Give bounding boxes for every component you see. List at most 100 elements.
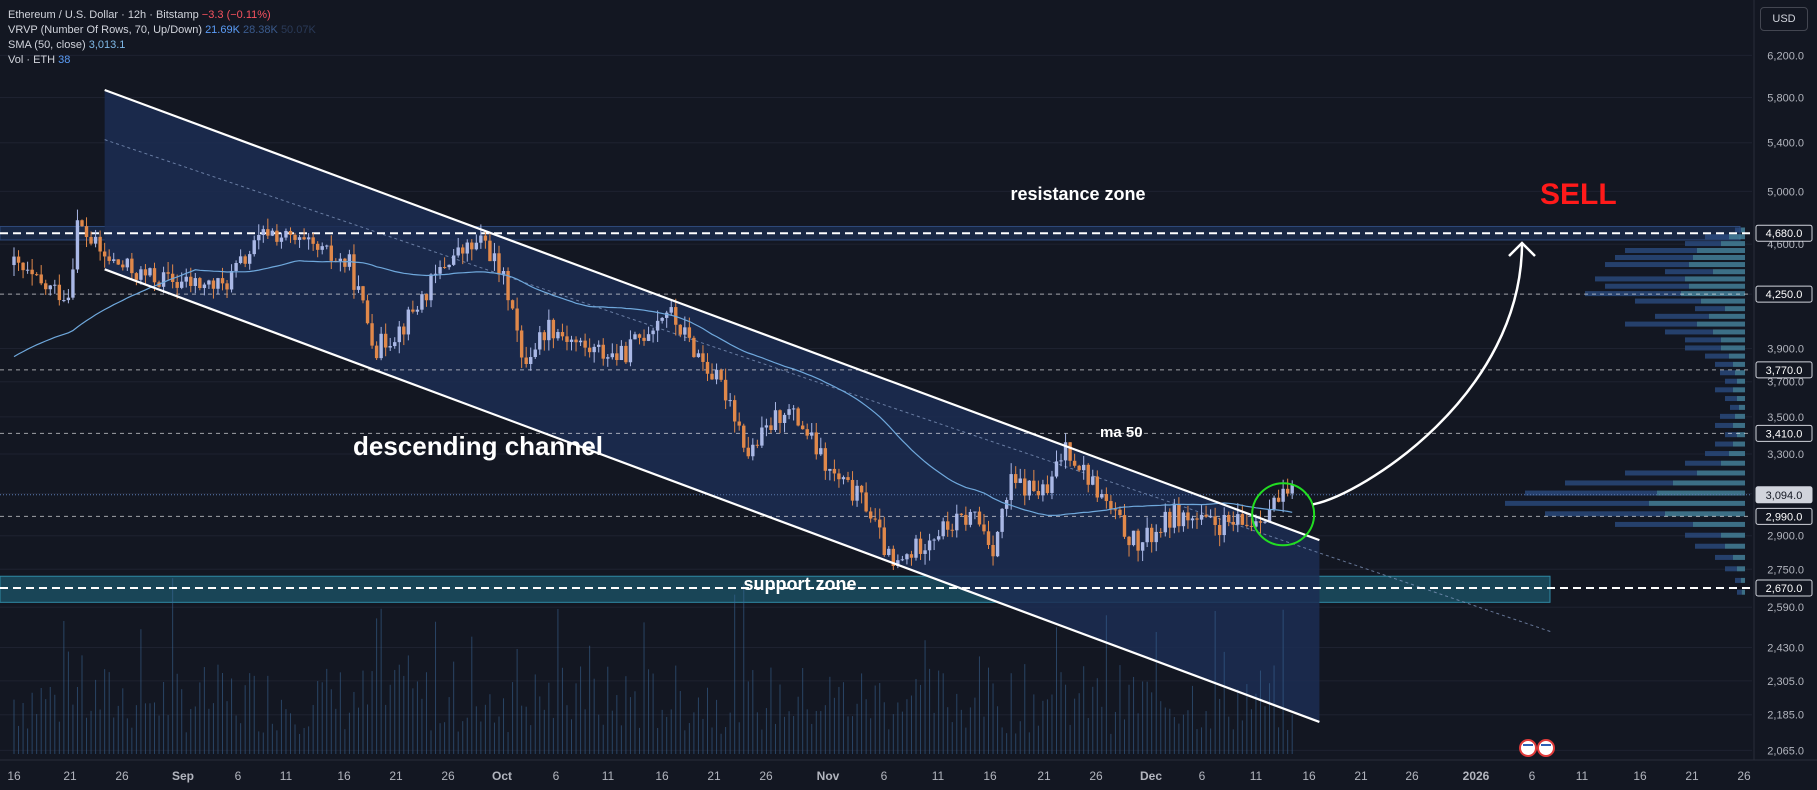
volume-profile-row-down — [1685, 241, 1721, 247]
price-marker-box[interactable] — [1755, 285, 1813, 303]
candle-down — [1095, 476, 1099, 498]
time-tick-label: 26 — [1737, 769, 1751, 783]
sma-50-line — [13, 260, 1293, 517]
volume-profile-row-down — [1685, 460, 1721, 466]
currency-button[interactable]: USD — [1760, 7, 1808, 31]
candle-up — [306, 237, 311, 240]
candle-down — [1159, 531, 1163, 533]
price-marker-box[interactable] — [1755, 486, 1813, 504]
candle-up — [1163, 511, 1167, 533]
time-tick-label: 21 — [1037, 769, 1051, 783]
price-tick-label: 2,900.0 — [1767, 531, 1804, 543]
time-tick-label: Oct — [492, 769, 512, 783]
price-tick-label: 5,400.0 — [1767, 138, 1804, 150]
volume-profile-row-down — [1615, 521, 1693, 527]
candle-down — [642, 337, 646, 341]
candle-down — [374, 345, 379, 359]
candle-up — [184, 276, 188, 282]
volume-profile-row-up — [1697, 470, 1745, 476]
time-tick-label: 26 — [1405, 769, 1419, 783]
candle-down — [102, 251, 107, 257]
candle-up — [556, 332, 560, 339]
candle-down — [510, 300, 515, 309]
legend-vol-row[interactable]: Vol · ETH 38 — [8, 53, 316, 68]
time-tick-label: 2026 — [1463, 769, 1490, 783]
legend-sma-row[interactable]: SMA (50, close) 3,013.1 — [8, 38, 316, 53]
candle-down — [1249, 525, 1254, 527]
volume-profile-row-down — [1695, 306, 1725, 312]
volume-profile-row-down — [1505, 500, 1649, 506]
price-marker-box[interactable] — [1755, 224, 1813, 242]
candle-up — [955, 513, 959, 531]
time-axis-panel — [0, 760, 1817, 790]
event-flag-icon[interactable] — [1537, 739, 1555, 757]
candle-up — [941, 521, 945, 537]
price-marker-box[interactable] — [1755, 361, 1813, 379]
candle-up — [247, 254, 252, 264]
volume-profile-row-down — [1595, 276, 1685, 282]
candle-up — [474, 242, 479, 250]
candle-down — [778, 410, 782, 423]
volume-profile-row-up — [1649, 500, 1745, 506]
candle-up — [1000, 508, 1004, 532]
legend-vrvp-label: VRVP (Number Of Rows, 70, Up/Down) — [8, 24, 202, 36]
candle-down — [189, 276, 193, 286]
candle-down — [152, 268, 157, 283]
channel-upper-line[interactable] — [104, 88, 1320, 542]
volume-profile-row-down — [1705, 451, 1729, 457]
volume-profile-row-up — [1673, 480, 1745, 486]
volume-profile-row-down — [1725, 432, 1737, 438]
candle-up — [501, 271, 506, 275]
price-marker-label: 2,670.0 — [1766, 583, 1803, 595]
candle-up — [646, 334, 651, 341]
time-tick-label: 11 — [1250, 769, 1263, 783]
candle-down — [946, 521, 950, 530]
candle-down — [44, 283, 48, 290]
event-flag-icon[interactable] — [1519, 739, 1537, 757]
volume-profile-row-up — [1729, 353, 1745, 359]
price-marker-box[interactable] — [1755, 424, 1813, 442]
candle-down — [311, 237, 315, 244]
candle-down — [755, 444, 760, 446]
volume-profile-row-up — [1737, 432, 1745, 438]
volume-profile-row-down — [1730, 404, 1739, 410]
candle-down — [1177, 504, 1181, 527]
candle-up — [1050, 476, 1054, 493]
candle-down — [442, 267, 447, 269]
candle-up — [1154, 531, 1158, 543]
volume-profile-row-up — [1665, 511, 1745, 517]
candle-down — [692, 337, 696, 358]
volume-profile-row-down — [1695, 543, 1725, 549]
candle-up — [207, 280, 211, 285]
volume-profile-row-down — [1685, 532, 1721, 538]
candle-up — [819, 448, 823, 455]
event-flag-stripe — [1541, 744, 1551, 746]
legend-vrvp-row[interactable]: VRVP (Number Of Rows, 70, Up/Down) 21.69… — [8, 23, 316, 38]
candle-up — [533, 349, 537, 358]
candle-down — [1149, 527, 1154, 543]
price-tick-label: 2,185.0 — [1767, 710, 1804, 722]
volume-profile-row-up — [1689, 283, 1745, 289]
candle-up — [655, 320, 660, 331]
price-marker-box[interactable] — [1755, 579, 1813, 597]
candle-down — [1258, 521, 1263, 523]
candle-down — [225, 283, 229, 290]
time-tick-label: 6 — [1199, 769, 1206, 783]
price-marker-box[interactable] — [1755, 507, 1813, 525]
candle-up — [529, 357, 533, 365]
volume-profile-row-up — [1697, 248, 1745, 254]
candle-up — [782, 414, 787, 423]
candle-down — [175, 281, 179, 288]
channel-lower-line[interactable] — [104, 268, 1320, 723]
legend-symbol-row[interactable]: Ethereum / U.S. Dollar · 12h · Bitstamp … — [8, 8, 316, 23]
candle-down — [687, 327, 692, 338]
candle-up — [1222, 514, 1226, 536]
candle-down — [1227, 514, 1231, 522]
candle-down — [21, 262, 25, 271]
volume-profile-row-up — [1721, 532, 1745, 538]
candle-up — [914, 538, 918, 558]
candle-up — [900, 559, 905, 561]
candle-down — [977, 511, 982, 525]
volume-profile-row-down — [1715, 422, 1733, 428]
